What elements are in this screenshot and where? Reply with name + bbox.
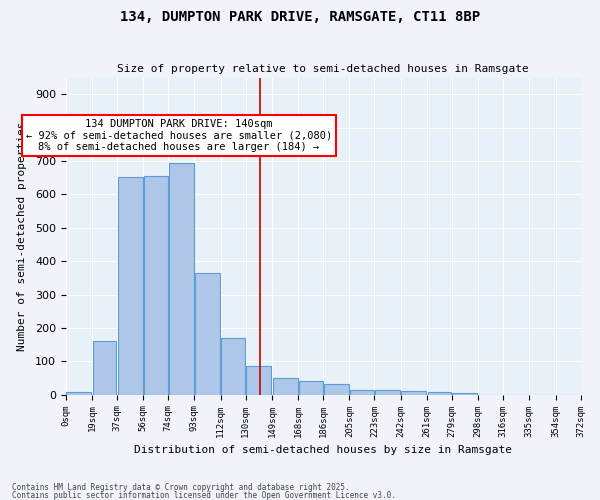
Bar <box>118 176 143 394</box>
Bar <box>67 392 91 394</box>
Bar <box>247 366 271 394</box>
Bar <box>272 378 298 394</box>
Bar <box>350 390 374 394</box>
Text: 134, DUMPTON PARK DRIVE, RAMSGATE, CT11 8BP: 134, DUMPTON PARK DRIVE, RAMSGATE, CT11 … <box>120 10 480 24</box>
Y-axis label: Number of semi-detached properties: Number of semi-detached properties <box>17 122 26 351</box>
Title: Size of property relative to semi-detached houses in Ramsgate: Size of property relative to semi-detach… <box>117 64 529 74</box>
Bar <box>299 382 323 394</box>
Bar <box>401 392 426 394</box>
Text: 134 DUMPTON PARK DRIVE: 140sqm
← 92% of semi-detached houses are smaller (2,080): 134 DUMPTON PARK DRIVE: 140sqm ← 92% of … <box>26 119 332 152</box>
Bar <box>428 392 451 394</box>
Text: Contains HM Land Registry data © Crown copyright and database right 2025.: Contains HM Land Registry data © Crown c… <box>12 483 350 492</box>
Bar <box>324 384 349 394</box>
Bar <box>375 390 400 394</box>
Bar <box>221 338 245 394</box>
X-axis label: Distribution of semi-detached houses by size in Ramsgate: Distribution of semi-detached houses by … <box>134 445 512 455</box>
Bar <box>93 342 116 394</box>
Bar <box>452 393 478 394</box>
Bar <box>144 176 167 394</box>
Bar <box>169 164 194 394</box>
Text: Contains public sector information licensed under the Open Government Licence v3: Contains public sector information licen… <box>12 490 396 500</box>
Bar <box>195 273 220 394</box>
